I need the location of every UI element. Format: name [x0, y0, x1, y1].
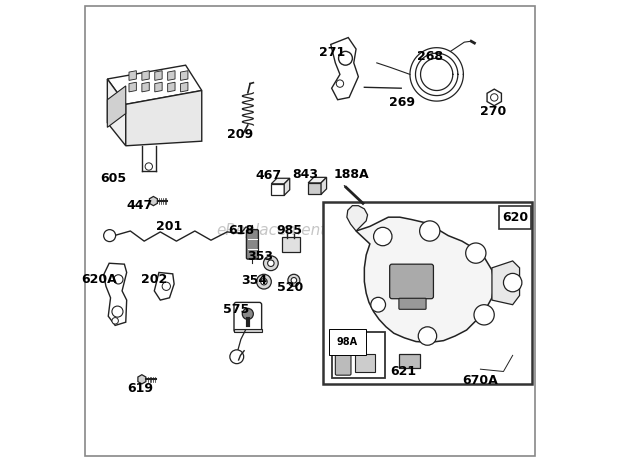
- Bar: [234, 328, 262, 332]
- Text: 670A: 670A: [463, 374, 498, 387]
- Polygon shape: [356, 217, 494, 342]
- Circle shape: [268, 260, 274, 267]
- Bar: [323, 202, 533, 384]
- Polygon shape: [142, 71, 149, 80]
- Circle shape: [230, 350, 244, 364]
- Polygon shape: [129, 71, 136, 80]
- Circle shape: [503, 274, 522, 292]
- Text: 621: 621: [391, 365, 417, 377]
- Text: 268: 268: [417, 50, 443, 63]
- Polygon shape: [107, 65, 202, 104]
- Circle shape: [261, 279, 267, 285]
- Polygon shape: [180, 82, 188, 92]
- Polygon shape: [347, 206, 368, 231]
- Text: 620: 620: [502, 211, 528, 224]
- Circle shape: [112, 317, 118, 324]
- Polygon shape: [149, 196, 157, 206]
- Text: 447: 447: [126, 199, 153, 212]
- Polygon shape: [129, 82, 136, 92]
- Circle shape: [490, 94, 498, 101]
- Text: eReplacementParts.com: eReplacementParts.com: [216, 224, 404, 238]
- Polygon shape: [487, 89, 502, 106]
- Polygon shape: [330, 37, 358, 100]
- Polygon shape: [284, 178, 290, 195]
- Circle shape: [145, 163, 153, 170]
- Polygon shape: [104, 263, 126, 325]
- FancyBboxPatch shape: [246, 230, 259, 259]
- Text: 353: 353: [247, 250, 273, 263]
- Circle shape: [264, 256, 278, 271]
- Polygon shape: [167, 71, 175, 80]
- Bar: [499, 206, 531, 229]
- Text: 270: 270: [480, 105, 507, 118]
- Text: 271: 271: [319, 46, 345, 59]
- Circle shape: [257, 274, 272, 289]
- Polygon shape: [321, 177, 327, 195]
- Polygon shape: [492, 261, 520, 305]
- FancyBboxPatch shape: [335, 349, 351, 375]
- Text: 620A: 620A: [81, 273, 117, 286]
- Text: 985: 985: [277, 225, 303, 237]
- FancyBboxPatch shape: [234, 303, 262, 332]
- Polygon shape: [126, 91, 202, 146]
- Text: 619: 619: [128, 383, 154, 395]
- Circle shape: [112, 306, 123, 317]
- Circle shape: [371, 298, 386, 312]
- Polygon shape: [272, 178, 290, 184]
- Polygon shape: [308, 177, 327, 183]
- Circle shape: [466, 243, 486, 263]
- Circle shape: [242, 308, 254, 319]
- Text: 618: 618: [228, 225, 254, 237]
- Polygon shape: [107, 86, 126, 128]
- Text: 269: 269: [389, 97, 415, 109]
- Circle shape: [418, 327, 436, 345]
- Text: 354: 354: [241, 274, 267, 287]
- FancyBboxPatch shape: [390, 264, 433, 299]
- Text: 467: 467: [255, 169, 281, 182]
- Circle shape: [336, 80, 343, 87]
- FancyBboxPatch shape: [282, 237, 300, 252]
- Polygon shape: [142, 82, 149, 92]
- Text: 202: 202: [141, 273, 167, 286]
- FancyBboxPatch shape: [399, 354, 420, 368]
- Text: 520: 520: [277, 281, 303, 294]
- Polygon shape: [154, 273, 174, 300]
- Text: 843: 843: [293, 168, 319, 181]
- Circle shape: [339, 51, 352, 65]
- Circle shape: [420, 221, 440, 241]
- Polygon shape: [155, 71, 162, 80]
- Circle shape: [104, 230, 115, 242]
- Polygon shape: [167, 82, 175, 92]
- Circle shape: [162, 282, 170, 291]
- Text: 201: 201: [156, 220, 183, 233]
- Polygon shape: [308, 183, 321, 195]
- Bar: [332, 332, 385, 378]
- Circle shape: [374, 227, 392, 246]
- Circle shape: [474, 305, 494, 325]
- Text: 209: 209: [227, 128, 253, 141]
- Polygon shape: [138, 375, 146, 384]
- Text: 575: 575: [223, 303, 249, 316]
- Text: 98A: 98A: [337, 337, 358, 347]
- FancyBboxPatch shape: [399, 298, 426, 309]
- Circle shape: [291, 278, 296, 283]
- FancyBboxPatch shape: [355, 354, 375, 372]
- Polygon shape: [180, 71, 188, 80]
- Text: 605: 605: [100, 171, 126, 184]
- Circle shape: [288, 274, 300, 286]
- Circle shape: [114, 275, 123, 284]
- Polygon shape: [272, 184, 284, 195]
- Polygon shape: [155, 82, 162, 92]
- Text: 188A: 188A: [334, 168, 370, 181]
- Polygon shape: [107, 79, 126, 146]
